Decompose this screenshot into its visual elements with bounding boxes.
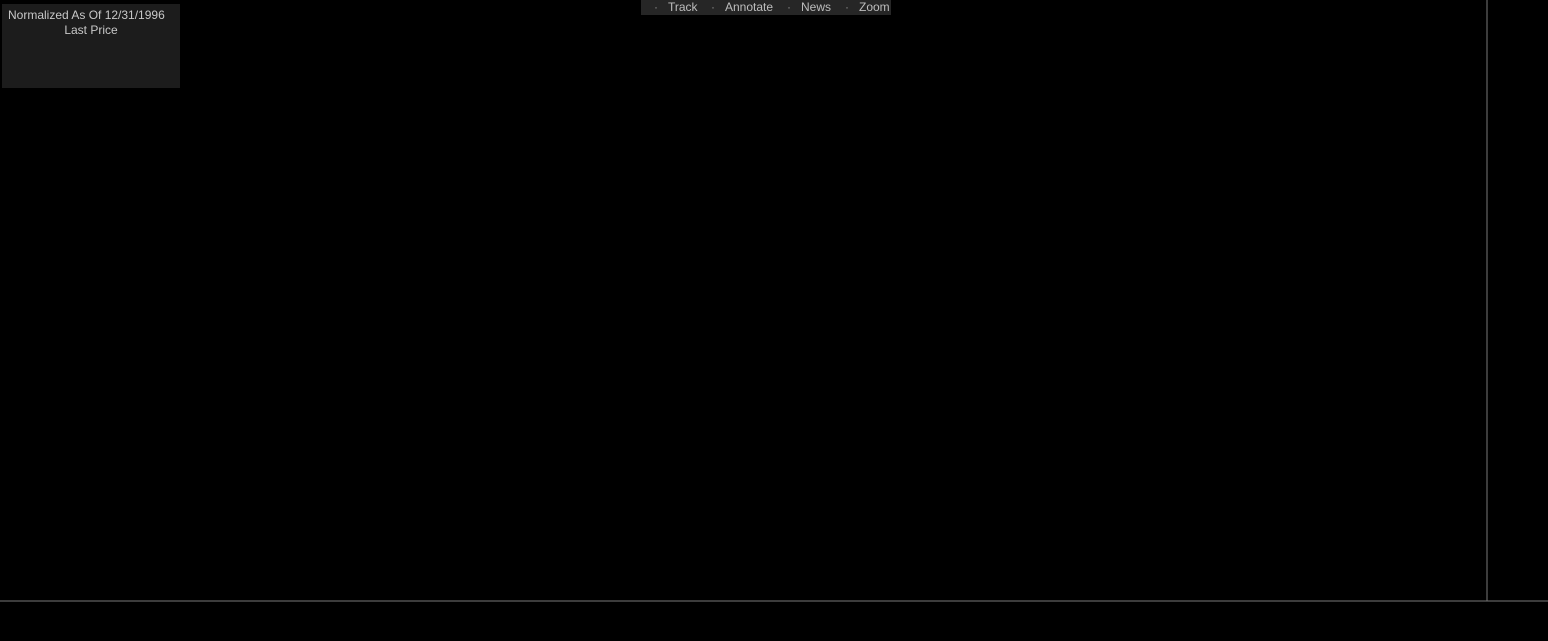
legend-header: Last Price [64,23,118,37]
legend-title: Normalized As Of 12/31/1996 [8,8,165,22]
toolbar-items: · Track · Annotate · News · Zoom [654,0,890,14]
legend: Normalized As Of 12/31/1996 Last Price [2,4,180,88]
toolbar-icon: · [787,0,791,14]
toolbar-label: Annotate [725,0,773,14]
toolbar-button[interactable]: · Annotate [711,0,773,14]
toolbar: · Track · Annotate · News · Zoom [641,0,891,15]
legend-box [2,4,180,88]
toolbar-button[interactable]: · Track [654,0,699,14]
toolbar-icon: · [654,0,658,14]
toolbar-label: News [801,0,831,14]
toolbar-bg [641,0,891,15]
toolbar-button[interactable]: · News [787,0,831,14]
toolbar-icon: · [845,0,849,14]
toolbar-label: Track [668,0,699,14]
toolbar-button[interactable]: · Zoom [845,0,890,14]
toolbar-icon: · [711,0,715,14]
toolbar-label: Zoom [859,0,890,14]
